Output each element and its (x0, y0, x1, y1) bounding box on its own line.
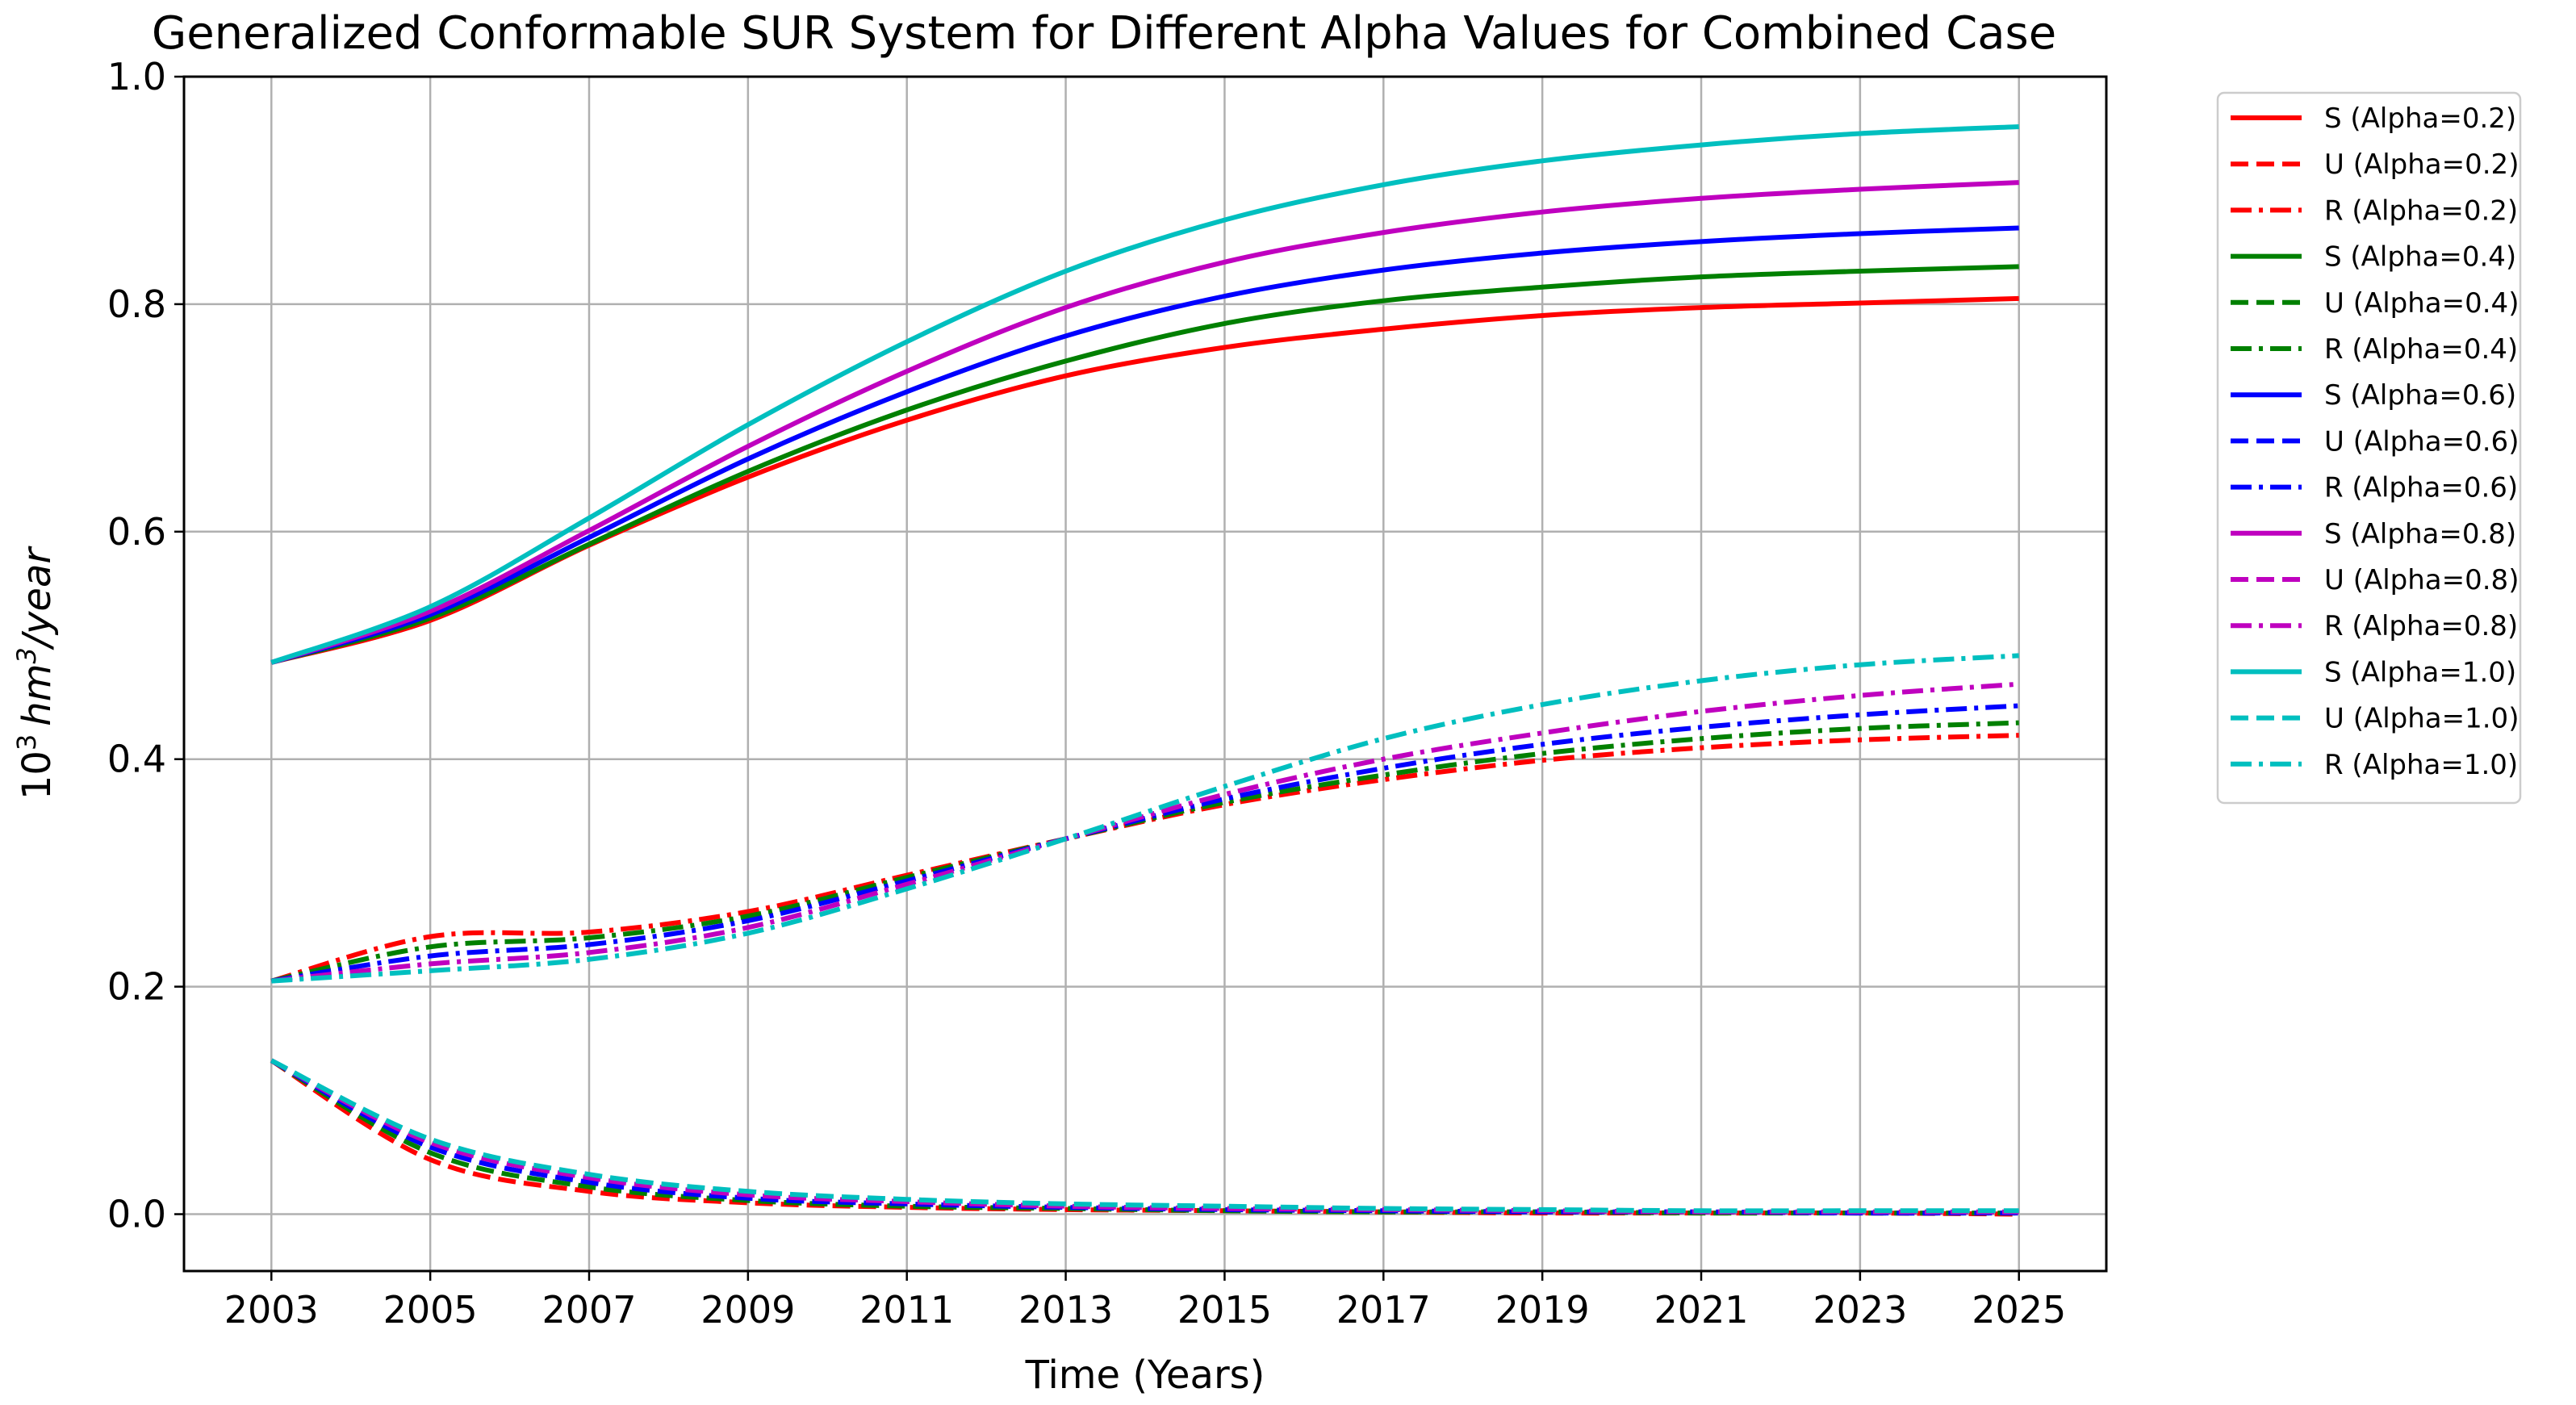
series-line-r-alpha-0-6 (270, 703, 2019, 984)
legend-label: R (Alpha=1.0) (2324, 749, 2518, 781)
x-tick-label: 2011 (859, 1288, 954, 1332)
axis-ticks: 2003 2005 2007 2009 2011 2013 2015 2017 2019 2021… (107, 55, 2066, 1332)
y-label-unit: hm (15, 664, 60, 726)
x-tick-label: 2023 (1813, 1288, 1907, 1332)
plot-area-frame (182, 75, 2108, 1273)
series-line-s-alpha-0-4 (270, 264, 2019, 665)
series-line-s-alpha-0-6 (270, 225, 2019, 665)
series-line-u-alpha-1-0 (270, 1058, 2019, 1214)
x-tick-label: 2025 (1972, 1288, 2066, 1332)
y-label-base: 10 (15, 751, 60, 800)
y-tick-label: 0.2 (107, 965, 166, 1009)
y-label-rest: /year (15, 546, 60, 651)
legend: S (Alpha=0.2) U (Alpha=0.2) R (Alpha=0.2) S… (2216, 91, 2522, 805)
x-tick-label: 2017 (1336, 1288, 1431, 1332)
x-tick-label: 2019 (1495, 1288, 1590, 1332)
series-line-r-alpha-0-8 (270, 681, 2019, 984)
y-tick-label: 1.0 (107, 55, 166, 98)
legend-box (2216, 91, 2522, 805)
y-tick-label: 0.6 (107, 510, 166, 554)
y-tick-label: 0.8 (107, 282, 166, 326)
legend-label: R (Alpha=0.8) (2324, 610, 2518, 642)
legend-label: S (Alpha=0.6) (2324, 379, 2516, 412)
legend-label: U (Alpha=0.4) (2324, 287, 2519, 320)
y-tick-label: 0.0 (107, 1193, 166, 1236)
series-line-s-alpha-1-0 (270, 124, 2019, 665)
series-line-s-alpha-0-8 (270, 180, 2019, 665)
chart-title: Generalized Conformable SUR System for D… (152, 7, 2056, 60)
x-tick-label: 2021 (1654, 1288, 1748, 1332)
y-axis-label: 103hm3/year (11, 546, 60, 801)
legend-label: S (Alpha=0.8) (2324, 518, 2516, 550)
legend-label: R (Alpha=0.4) (2324, 333, 2518, 366)
x-tick-label: 2009 (700, 1288, 795, 1332)
legend-label: S (Alpha=0.4) (2324, 241, 2516, 274)
x-tick-label: 2015 (1177, 1288, 1272, 1332)
x-tick-label: 2005 (383, 1288, 478, 1332)
legend-label: S (Alpha=0.2) (2324, 102, 2516, 135)
legend-label: U (Alpha=0.2) (2324, 148, 2519, 181)
series-lines (270, 124, 2019, 1217)
legend-label: U (Alpha=0.6) (2324, 425, 2519, 458)
legend-label: R (Alpha=0.6) (2324, 472, 2518, 504)
x-tick-label: 2013 (1018, 1288, 1113, 1332)
x-tick-label: 2007 (542, 1288, 636, 1332)
legend-label: U (Alpha=1.0) (2324, 703, 2519, 735)
legend-label: S (Alpha=1.0) (2324, 656, 2516, 688)
series-line-r-alpha-0-2 (270, 733, 2019, 984)
y-label-base-exponent: 3 (11, 734, 42, 751)
y-label-unit-exponent: 3 (11, 647, 42, 663)
legend-label: U (Alpha=0.8) (2324, 564, 2519, 596)
x-axis-label: Time (Years) (1025, 1353, 1265, 1398)
y-tick-label: 0.4 (107, 738, 166, 781)
x-tick-label: 2003 (224, 1288, 319, 1332)
legend-label: R (Alpha=0.2) (2324, 194, 2518, 227)
